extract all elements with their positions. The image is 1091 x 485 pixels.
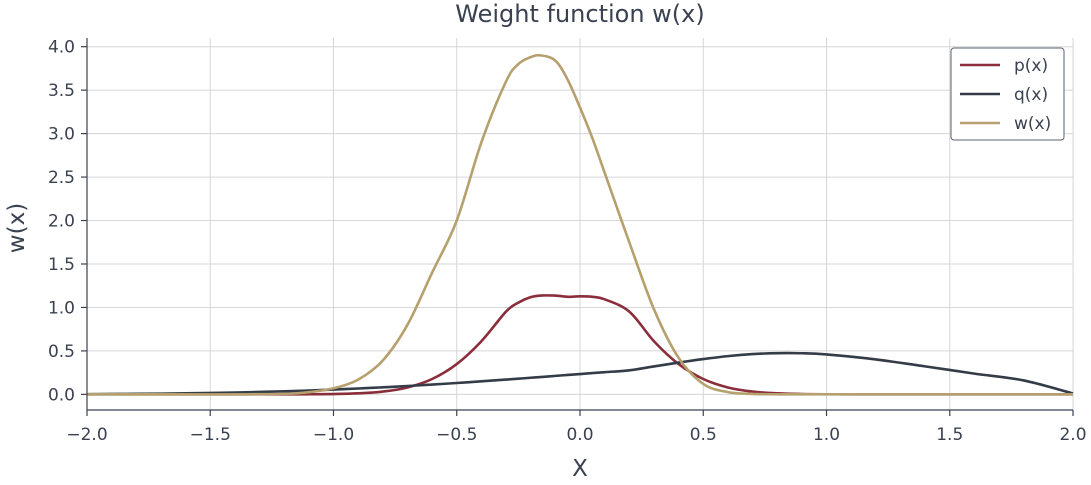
x-tick-label: 0.0: [566, 425, 593, 445]
y-tick-label: 0.5: [48, 342, 75, 362]
series-lines: [86, 53, 1074, 396]
y-tick-label: 0.0: [48, 385, 75, 405]
x-tick-label: 2.0: [1059, 425, 1086, 445]
y-tick-label: 3.5: [48, 81, 75, 101]
x-tick-label: −2.0: [66, 425, 107, 445]
legend-label-q-x: q(x): [1014, 85, 1048, 105]
y-tick-label: 1.0: [48, 298, 75, 318]
chart-title: Weight function w(x): [455, 0, 704, 28]
legend-label-w-x: w(x): [1014, 114, 1051, 134]
legend-label-p-x: p(x): [1014, 56, 1048, 76]
x-tick-label: −1.0: [313, 425, 354, 445]
legend-box: [950, 47, 1065, 141]
y-tick-label: 4.0: [48, 38, 75, 58]
y-tick-label: 3.0: [48, 125, 75, 145]
series-line-w-x: [86, 53, 1073, 396]
y-tick-label: 2.0: [48, 212, 75, 232]
y-tick-label: 1.5: [48, 255, 75, 275]
x-axis-ticks: −2.0 −1.5 −1.0 −0.5 0.0 0.5 1.0 1.5 2.0: [66, 410, 1087, 445]
x-tick-label: 1.5: [936, 425, 963, 445]
y-axis-ticks: 0.0 0.5 1.0 1.5 2.0 2.5 3.0 3.5 4.0: [48, 38, 87, 405]
x-tick-label: −1.5: [190, 425, 231, 445]
x-tick-label: 1.0: [813, 425, 840, 445]
x-tick-label: 0.5: [690, 425, 717, 445]
y-tick-label: 2.5: [48, 168, 75, 188]
x-axis-label: X: [572, 456, 588, 482]
grid: [86, 38, 1074, 410]
legend: p(x) q(x) w(x): [950, 47, 1065, 141]
y-axis-label: w(x): [4, 203, 30, 253]
x-tick-label: −0.5: [436, 425, 477, 445]
